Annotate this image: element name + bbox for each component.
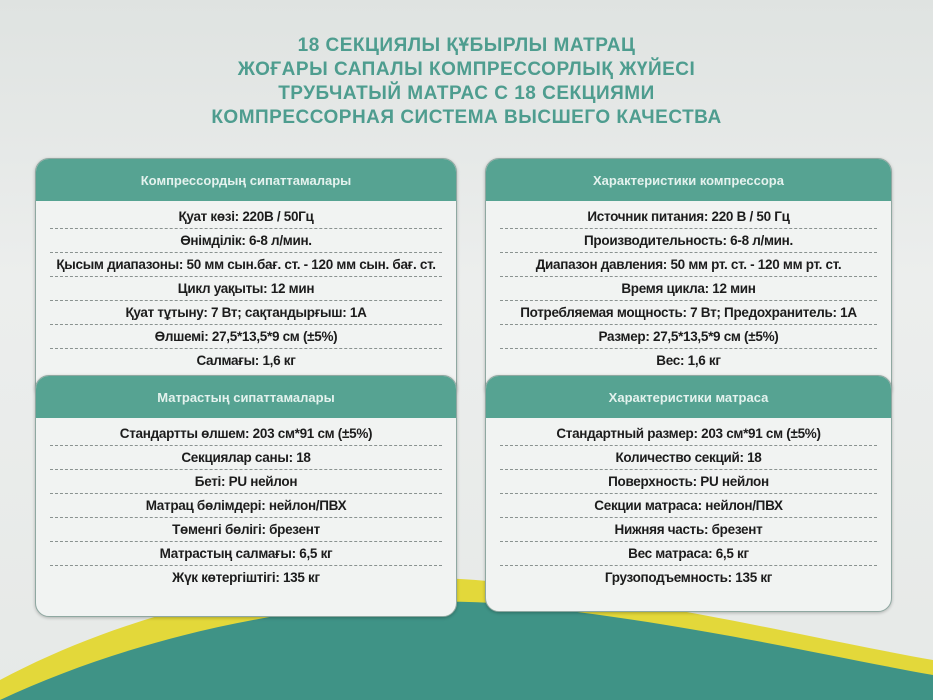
spec-row: Қысым диапазоны: 50 мм сын.бағ. ст. - 12…	[50, 253, 442, 277]
spec-row: Төменгі бөлігі: брезент	[50, 518, 442, 542]
box-headings: 18 СЕКЦИЯЛЫ ҚҰБЫРЛЫ МАТРАЦ ЖОҒАРЫ САПАЛЫ…	[0, 34, 933, 130]
compressor-specs-kk: Компрессордың сипаттамалары Қуат көзі: 2…	[35, 158, 457, 400]
spec-row: Цикл уақыты: 12 мин	[50, 277, 442, 301]
spec-row: Производительность: 6-8 л/мин.	[500, 229, 877, 253]
spec-row: Матрастың салмағы: 6,5 кг	[50, 542, 442, 566]
spec-row: Салмағы: 1,6 кг	[196, 353, 296, 368]
spec-row: Вес матраса: 6,5 кг	[500, 542, 877, 566]
spec-row: Қуат көзі: 220В / 50Гц	[50, 205, 442, 229]
spec-row: Стандартный размер: 203 см*91 см (±5%)	[500, 422, 877, 446]
spec-row: Поверхность: PU нейлон	[500, 470, 877, 494]
spec-row: Грузоподъемность: 135 кг	[604, 570, 773, 585]
spec-row: Время цикла: 12 мин	[500, 277, 877, 301]
spec-row: Количество секций: 18	[500, 446, 877, 470]
spec-row: Жүк көтергіштігі: 135 кг	[172, 570, 320, 585]
heading-line: ТРУБЧАТЫЙ МАТРАС С 18 СЕКЦИЯМИ	[278, 83, 655, 104]
heading-line: 18 СЕКЦИЯЛЫ ҚҰБЫРЛЫ МАТРАЦ	[297, 35, 636, 56]
mattress-specs-ru: Характеристики матраса Стандартный разме…	[485, 375, 892, 612]
compressor-specs-ru: Характеристики компрессора Источник пита…	[485, 158, 892, 400]
spec-row: Нижняя часть: брезент	[500, 518, 877, 542]
panel-title: Матрастың сипаттамалары	[36, 376, 456, 418]
mattress-specs-kk: Матрастың сипаттамалары Стандартты өлшем…	[35, 375, 457, 617]
spec-row: Стандартты өлшем: 203 см*91 см (±5%)	[50, 422, 442, 446]
spec-row: Өнімділік: 6-8 л/мин.	[50, 229, 442, 253]
spec-row: Матрац бөлімдері: нейлон/ПВХ	[50, 494, 442, 518]
spec-row: Размер: 27,5*13,5*9 см (±5%)	[500, 325, 877, 349]
spec-row: Диапазон давления: 50 мм рт. ст. - 120 м…	[500, 253, 877, 277]
panel-title: Характеристики компрессора	[486, 159, 891, 201]
panel-title: Характеристики матраса	[486, 376, 891, 418]
spec-row: Қуат тұтыну: 7 Вт; сақтандырғыш: 1А	[50, 301, 442, 325]
heading-line: КОМПРЕССОРНАЯ СИСТЕМА ВЫСШЕГО КАЧЕСТВА	[211, 107, 722, 128]
spec-row: Өлшемі: 27,5*13,5*9 см (±5%)	[50, 325, 442, 349]
heading-line: ЖОҒАРЫ САПАЛЫ КОМПРЕССОРЛЫҚ ЖҮЙЕСІ	[237, 59, 696, 80]
spec-row: Секции матраса: нейлон/ПВХ	[500, 494, 877, 518]
spec-row: Вес: 1,6 кг	[656, 353, 721, 368]
spec-row: Источник питания: 220 В / 50 Гц	[500, 205, 877, 229]
spec-row: Беті: PU нейлон	[50, 470, 442, 494]
spec-row: Потребляемая мощность: 7 Вт; Предохранит…	[500, 301, 877, 325]
panel-title: Компрессордың сипаттамалары	[36, 159, 456, 201]
spec-row: Секциялар саны: 18	[50, 446, 442, 470]
